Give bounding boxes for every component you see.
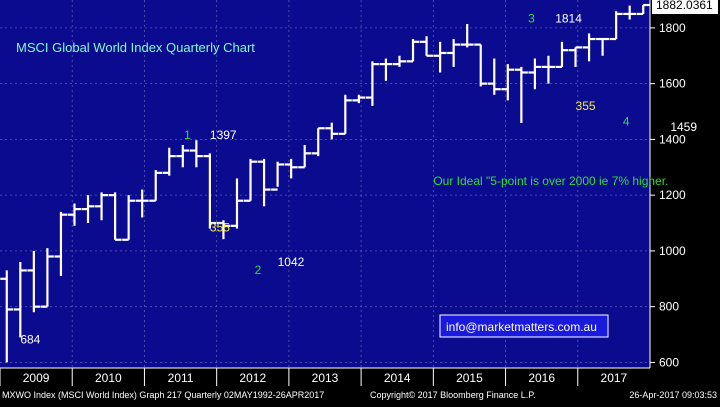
x-tick-label: 2011: [168, 371, 194, 385]
footer-center-text: Copyright© 2017 Bloomberg Finance L.P.: [370, 390, 536, 400]
ohlc-bar: [54, 211, 68, 276]
footer-left-text: MXWO Index (MSCI World Index) Graph 217 …: [2, 390, 324, 400]
y-tick-label: 600: [659, 355, 679, 369]
ohlc-bar: [569, 46, 583, 67]
ohlc-bar: [284, 158, 298, 179]
ohlc-bar: [189, 140, 203, 168]
ohlc-bar: [27, 250, 41, 313]
ohlc-bar: [433, 41, 447, 73]
x-tick-label: 2014: [384, 371, 411, 385]
ohlc-bar: [149, 170, 163, 202]
annotation-label: 355: [210, 220, 230, 234]
x-tick-label: 2012: [239, 371, 266, 385]
ohlc-bar: [257, 158, 271, 207]
ohlc-bar: [447, 39, 461, 67]
last-value-box: 1882.0361: [652, 0, 718, 15]
ohlc-bar: [406, 39, 420, 63]
ohlc-bar: [40, 248, 54, 308]
x-tick-label: 2010: [95, 371, 122, 385]
x-tick-label: 2017: [601, 371, 628, 385]
ohlc-bar: [609, 11, 623, 41]
annotations: 684 1 1397 355 2 1042 Our Ideal "5-point is ov…: [20, 12, 697, 347]
y-tick-label: 800: [659, 300, 679, 314]
ohlc-bar: [555, 41, 569, 69]
ohlc-bar: [636, 3, 650, 16]
ohlc-bar: [338, 94, 352, 135]
y-tick-label: 1200: [659, 188, 686, 202]
x-tick-label: 2015: [456, 371, 483, 385]
y-axis-panel: [650, 0, 720, 386]
annotation-label: 3: [528, 12, 535, 26]
ohlc-bar: [95, 192, 109, 221]
annotation-label: 1397: [210, 128, 237, 142]
x-axis: 2009 2010 2011 2012 2013 2014 2015 2016 2017: [0, 367, 720, 386]
ohlc-bar: [176, 144, 190, 168]
annotation-label: 4: [623, 114, 630, 128]
ohlc-bar: [460, 23, 474, 48]
ohlc-bar: [67, 203, 81, 226]
annotation-label: 1: [184, 128, 191, 142]
y-tick-label: 1800: [659, 21, 686, 35]
email-box[interactable]: info@marketmatters.com.au: [439, 314, 609, 338]
email-box-bg: [439, 314, 609, 338]
ohlc-bar: [501, 64, 515, 101]
annotation-label: 1814: [555, 12, 582, 26]
ohlc-bar: [352, 94, 366, 104]
footer-bar: MXWO Index (MSCI World Index) Graph 217 …: [0, 386, 720, 402]
ohlc-bar: [122, 195, 136, 241]
ohlc-bar: [135, 189, 149, 218]
y-tick-label: 1000: [659, 244, 686, 258]
ohlc-bar: [311, 127, 325, 157]
ohlc-bar: [596, 37, 610, 56]
ohlc-bar: [487, 58, 501, 95]
x-tick-label: 2013: [312, 371, 339, 385]
ohlc-bar: [379, 58, 393, 81]
ohlc-bar: [365, 61, 379, 106]
ohlc-bar: [541, 55, 555, 84]
ohlc-bar: [474, 43, 488, 87]
annotation-label: 684: [20, 332, 40, 346]
ohlc-bar: [528, 58, 542, 90]
ohlc-bar: [298, 144, 312, 169]
ohlc-bar: [271, 161, 285, 191]
y-tick-label: 1600: [659, 77, 686, 91]
ohlc-bar: [582, 33, 596, 62]
x-tick-label: 2009: [23, 371, 50, 385]
ohlc-bars: [0, 3, 650, 363]
annotation-label: 355: [576, 99, 596, 113]
last-value-box-bg: [652, 0, 718, 15]
email-label[interactable]: info@marketmatters.com.au: [446, 320, 597, 334]
x-axis-panel: [0, 368, 720, 386]
y-tick-label: 1400: [659, 132, 686, 146]
ohlc-bar: [514, 66, 528, 123]
ohlc-bar: [13, 262, 27, 338]
footer-svg: MXWO Index (MSCI World Index) Graph 217 …: [2, 390, 717, 400]
ohlc-bar: [81, 195, 95, 224]
grid-lines: [0, 0, 650, 368]
ohlc-bar: [0, 270, 14, 363]
x-tick-label: 2016: [528, 371, 555, 385]
ohlc-bar: [244, 158, 258, 202]
annotation-label: 1459: [670, 120, 697, 134]
ohlc-bar: [420, 36, 434, 57]
annotation-label: Our Ideal "5-point is over 2000 ie 7% hi…: [433, 174, 668, 188]
annotation-label: 2: [255, 263, 262, 277]
ohlc-bar: [230, 178, 244, 229]
last-value-label: 1882.0361: [656, 0, 713, 12]
chart-title: MSCI Global World Index Quarterly Chart: [16, 40, 255, 55]
ohlc-bar: [392, 55, 406, 67]
ohlc-bar: [325, 122, 339, 140]
ohlc-bar: [162, 147, 176, 176]
ohlc-bar: [203, 153, 217, 229]
y-axis: 600 800 1000 1200 1400 1600 1800: [649, 0, 720, 386]
ohlc-bar: [216, 220, 230, 240]
annotation-label: 1042: [278, 255, 305, 269]
ohlc-bar: [108, 192, 122, 241]
ohlc-bar: [623, 5, 637, 20]
footer-right-text: 26-Apr-2017 09:03:53: [629, 390, 717, 400]
